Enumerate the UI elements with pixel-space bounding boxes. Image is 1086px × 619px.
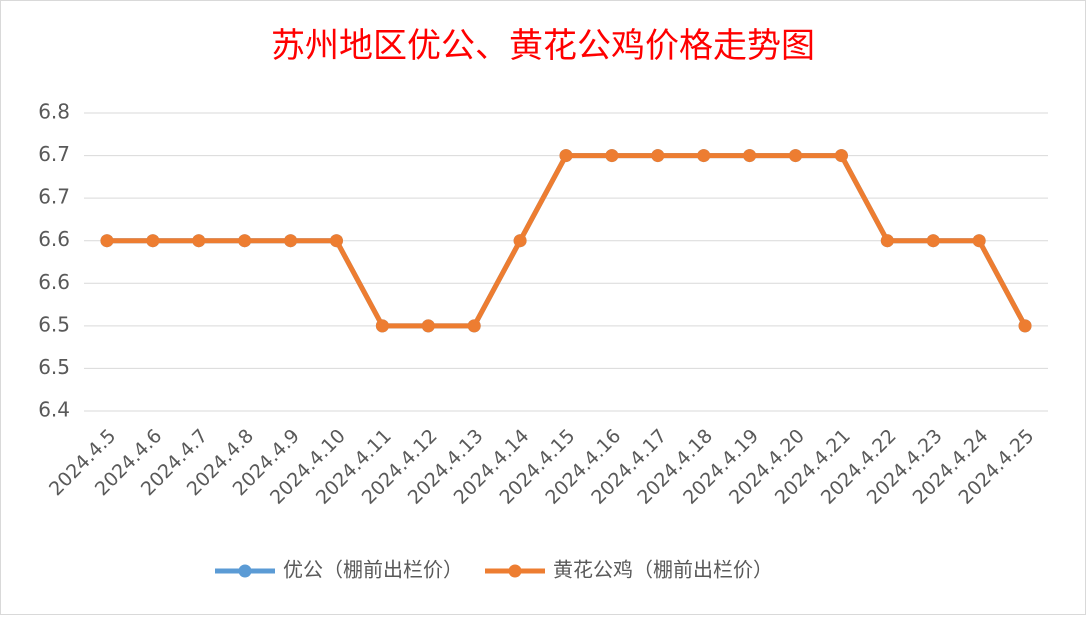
data-point xyxy=(789,149,803,163)
data-point xyxy=(697,149,711,163)
data-point xyxy=(972,234,986,248)
data-point xyxy=(375,319,389,333)
data-point xyxy=(284,234,298,248)
legend-label: 优公（棚前出栏价） xyxy=(283,558,463,582)
data-point xyxy=(926,234,940,248)
chart-title: 苏州地区优公、黄花公鸡价格走势图 xyxy=(271,26,815,66)
y-tick-label: 6.8 xyxy=(38,100,70,124)
data-point xyxy=(651,149,665,163)
y-tick-label: 6.6 xyxy=(38,227,70,251)
y-tick-label: 6.5 xyxy=(38,355,70,379)
data-point xyxy=(238,234,252,248)
data-point xyxy=(100,234,114,248)
data-point xyxy=(743,149,757,163)
data-point xyxy=(513,234,527,248)
legend-marker xyxy=(508,564,522,578)
data-point xyxy=(329,234,343,248)
legend-marker xyxy=(238,564,252,578)
y-tick-label: 6.5 xyxy=(38,312,70,336)
y-tick-label: 6.4 xyxy=(38,398,70,422)
data-point xyxy=(146,234,160,248)
y-tick-label: 6.6 xyxy=(38,270,70,294)
data-point xyxy=(559,149,573,163)
data-point xyxy=(1018,319,1032,333)
y-tick-label: 6.7 xyxy=(38,185,70,209)
y-tick-label: 6.7 xyxy=(38,142,70,166)
data-point xyxy=(880,234,894,248)
data-point xyxy=(192,234,206,248)
legend-label: 黄花公鸡（棚前出栏价） xyxy=(553,558,773,582)
data-point xyxy=(467,319,481,333)
data-point xyxy=(605,149,619,163)
data-point xyxy=(421,319,435,333)
data-point xyxy=(834,149,848,163)
